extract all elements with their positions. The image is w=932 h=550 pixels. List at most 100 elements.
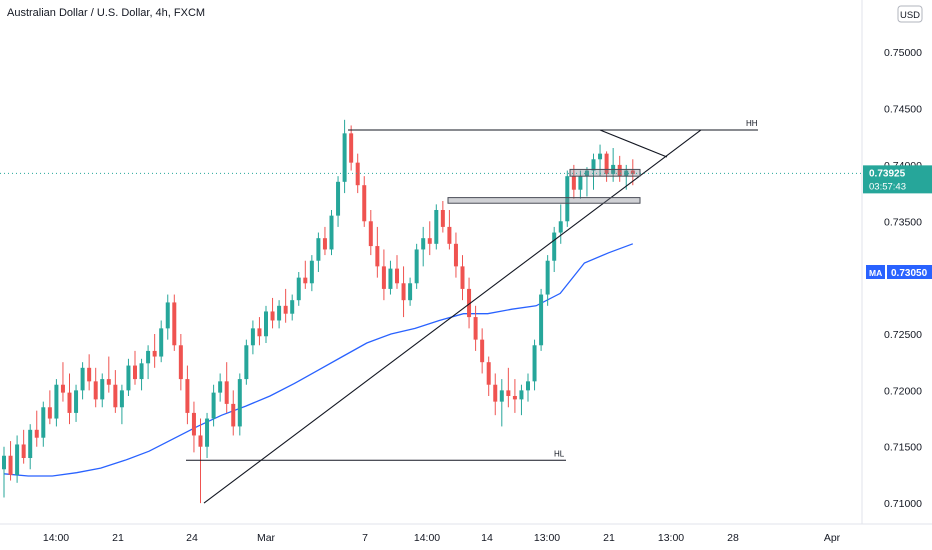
candle-body [401,283,406,301]
candle [467,277,472,329]
candle-body [283,305,288,314]
x-tick-label: 7 [362,532,368,544]
candle [473,305,478,351]
hl-label: HL [554,449,565,458]
candle-body [526,381,530,391]
ascending-trendline[interactable] [203,129,702,504]
candle-body [159,328,164,357]
candle [604,151,609,182]
candle [355,153,360,194]
candle-body [211,392,216,419]
candle [329,210,334,256]
candle [578,170,583,199]
chart-drawings[interactable]: HH HL [186,119,758,504]
candle-body [552,232,557,261]
time-axis[interactable]: 14:00 21 24 Mar 7 14:00 14 13:00 21 13:00 28 Apr [43,532,841,544]
candle-body [54,384,59,419]
candle-body [512,396,517,400]
zone-rectangle[interactable] [447,197,641,204]
candle-body [362,185,367,222]
candle [395,255,399,289]
candle [146,345,151,380]
candle [558,204,563,244]
candle-body [414,249,419,284]
candle-body [591,159,596,171]
candle [60,362,65,402]
candle [264,305,268,344]
candle-body [34,429,39,438]
candle-body [355,162,360,186]
candle-body [191,412,196,436]
candle-body [47,407,52,419]
candle-body [375,246,380,267]
candle-body [447,226,452,244]
y-tick-label: 0.71000 [884,498,922,510]
candle-body [532,345,537,382]
candle [224,362,229,413]
candle [342,119,347,194]
candle-body [460,266,465,289]
currency-label: USD [900,10,920,21]
candle [512,379,517,413]
candle [290,294,295,321]
candle [368,210,373,256]
candle [591,153,596,190]
x-tick-label: 28 [727,532,739,544]
candle [401,266,406,318]
candle [100,373,105,408]
candle-body [100,379,105,400]
candle-body [2,455,6,470]
candle [41,401,46,447]
candle [375,226,380,278]
candle [611,148,616,182]
candle-body [578,176,583,190]
y-tick-label: 0.72000 [884,385,922,397]
candle-body [172,302,177,346]
candle [250,320,255,355]
candle-body [8,455,13,475]
candle [165,294,170,340]
candle-body [486,362,491,385]
candle [277,300,282,329]
candle [486,356,491,396]
candle [381,249,386,301]
zone-rectangle[interactable] [569,168,641,177]
candle [211,384,216,427]
candle [303,260,308,289]
candle-body [67,392,72,413]
x-tick-label: 24 [186,532,198,544]
candle [191,401,196,453]
candle-body [198,435,203,447]
candle-body [28,429,33,458]
x-tick-label: 13:00 [658,532,684,544]
candle-body [21,444,26,458]
candle [198,418,203,504]
candle-body [388,268,393,289]
candle [565,170,570,227]
candle-body [434,210,439,244]
candle [316,232,321,272]
candle-body [133,365,137,380]
candle [113,370,118,413]
candle [408,277,413,306]
candle-body [113,384,118,408]
wedge-upper-line[interactable] [599,129,668,158]
y-tick-label: 0.74500 [884,104,922,116]
candle-body [244,345,249,380]
currency-button[interactable]: USD [897,5,923,23]
candle [54,379,59,427]
x-tick-label: Apr [824,532,841,544]
price-badges: 0.73925 03:57:43 MA 0.73050 [863,165,932,279]
candle-body [473,317,478,340]
last-price-value: 0.73925 [869,168,906,179]
candle [283,288,288,323]
candle-body [565,176,570,222]
candle-body [106,379,111,385]
candle-body [545,260,550,295]
candle [93,367,98,408]
candle-body [421,238,426,250]
candle [440,200,445,233]
x-tick-label: 13:00 [534,532,560,544]
candle-body [237,379,242,427]
